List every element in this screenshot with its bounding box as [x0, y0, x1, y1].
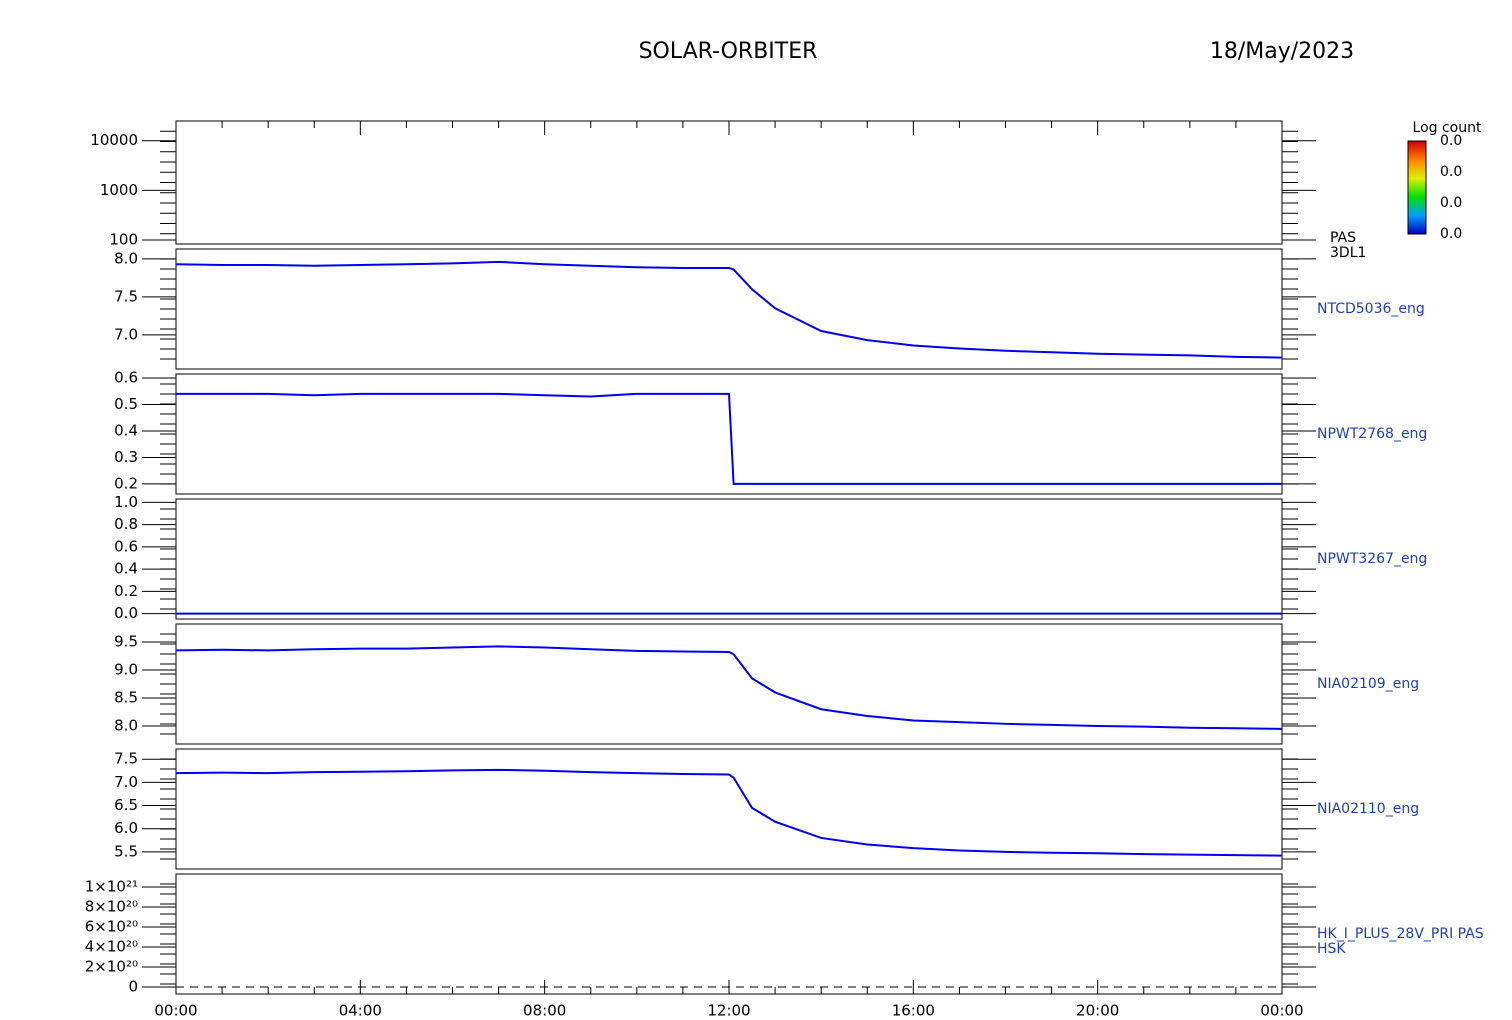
y-tick-label: 7.0	[114, 773, 138, 791]
y-tick-label: 1.0	[114, 493, 138, 511]
panel-label: PAS	[1330, 230, 1356, 246]
panel-label: NPWT2768_eng	[1317, 426, 1427, 442]
y-tick-label: 9.5	[114, 632, 138, 650]
y-tick-label: 8.0	[114, 717, 138, 735]
panel-label: NPWT3267_eng	[1317, 551, 1427, 567]
y-tick-label: 0.2	[114, 474, 138, 492]
x-tick-label: 00:00	[154, 1002, 197, 1020]
x-tick-label: 12:00	[707, 1002, 750, 1020]
colorbar	[1407, 140, 1427, 235]
y-tick-label: 0.8	[114, 515, 138, 533]
data-line	[175, 260, 1283, 359]
y-tick-label: 7.5	[114, 287, 138, 305]
y-tick-label: 0	[128, 978, 138, 996]
y-tick-label: 8.5	[114, 689, 138, 707]
y-tick-label: 2×10²⁰	[85, 958, 138, 976]
y-tick-label: 100	[109, 230, 138, 248]
y-tick-label: 0.6	[114, 537, 138, 555]
y-tick-label: 6×10²⁰	[85, 918, 138, 936]
panel-label: HSK	[1317, 941, 1346, 957]
y-tick-label: 0.5	[114, 395, 138, 413]
colorbar-tick-label: 0.0	[1440, 133, 1462, 149]
panel-frame	[175, 120, 1283, 245]
y-tick-label: 6.0	[114, 819, 138, 837]
panel-label: NIA02110_eng	[1317, 801, 1419, 817]
x-tick-label: 08:00	[523, 1002, 566, 1020]
x-tick-label: 20:00	[1076, 1002, 1119, 1020]
data-line	[176, 392, 1282, 485]
panel-label: NTCD5036_eng	[1317, 301, 1425, 317]
y-tick-label: 8×10²⁰	[85, 898, 138, 916]
chart-title: SOLAR-ORBITER	[639, 39, 818, 64]
data-line	[175, 768, 1283, 857]
colorbar-tick-label: 0.0	[1440, 226, 1462, 242]
data-line	[175, 645, 1283, 730]
y-tick-label: 4×10²⁰	[85, 938, 138, 956]
y-tick-label: 10000	[90, 131, 138, 149]
x-tick-label: 16:00	[892, 1002, 935, 1020]
panel-frame	[175, 748, 1283, 870]
colorbar-label: Log count	[1413, 120, 1482, 136]
y-tick-label: 8.0	[114, 249, 138, 267]
y-tick-label: 7.5	[114, 750, 138, 768]
panel-frame	[175, 373, 1283, 495]
y-tick-label: 0.2	[114, 582, 138, 600]
y-tick-label: 7.0	[114, 325, 138, 343]
panel-label: HK_I_PLUS_28V_PRI PAS	[1317, 926, 1484, 942]
panel-label: NIA02109_eng	[1317, 676, 1419, 692]
y-tick-label: 1×10²¹	[85, 878, 138, 896]
y-tick-label: 0.3	[114, 448, 138, 466]
panel-label: 3DL1	[1330, 245, 1366, 261]
date: 18/May/2023	[1210, 39, 1354, 64]
y-tick-label: 5.5	[114, 842, 138, 860]
y-tick-label: 6.5	[114, 796, 138, 814]
y-tick-label: 1000	[100, 181, 138, 199]
colorbar-tick-label: 0.0	[1440, 164, 1462, 180]
panel-frame	[175, 498, 1283, 620]
y-tick-label: 9.0	[114, 660, 138, 678]
colorbar-tick-label: 0.0	[1440, 195, 1462, 211]
x-tick-label: 00:00	[1260, 1002, 1303, 1020]
panel-frame	[175, 873, 1283, 995]
x-tick-label: 04:00	[339, 1002, 382, 1020]
y-tick-label: 0.0	[114, 604, 138, 622]
y-tick-label: 0.4	[114, 421, 138, 439]
y-tick-label: 0.6	[114, 368, 138, 386]
y-tick-label: 0.4	[114, 560, 138, 578]
